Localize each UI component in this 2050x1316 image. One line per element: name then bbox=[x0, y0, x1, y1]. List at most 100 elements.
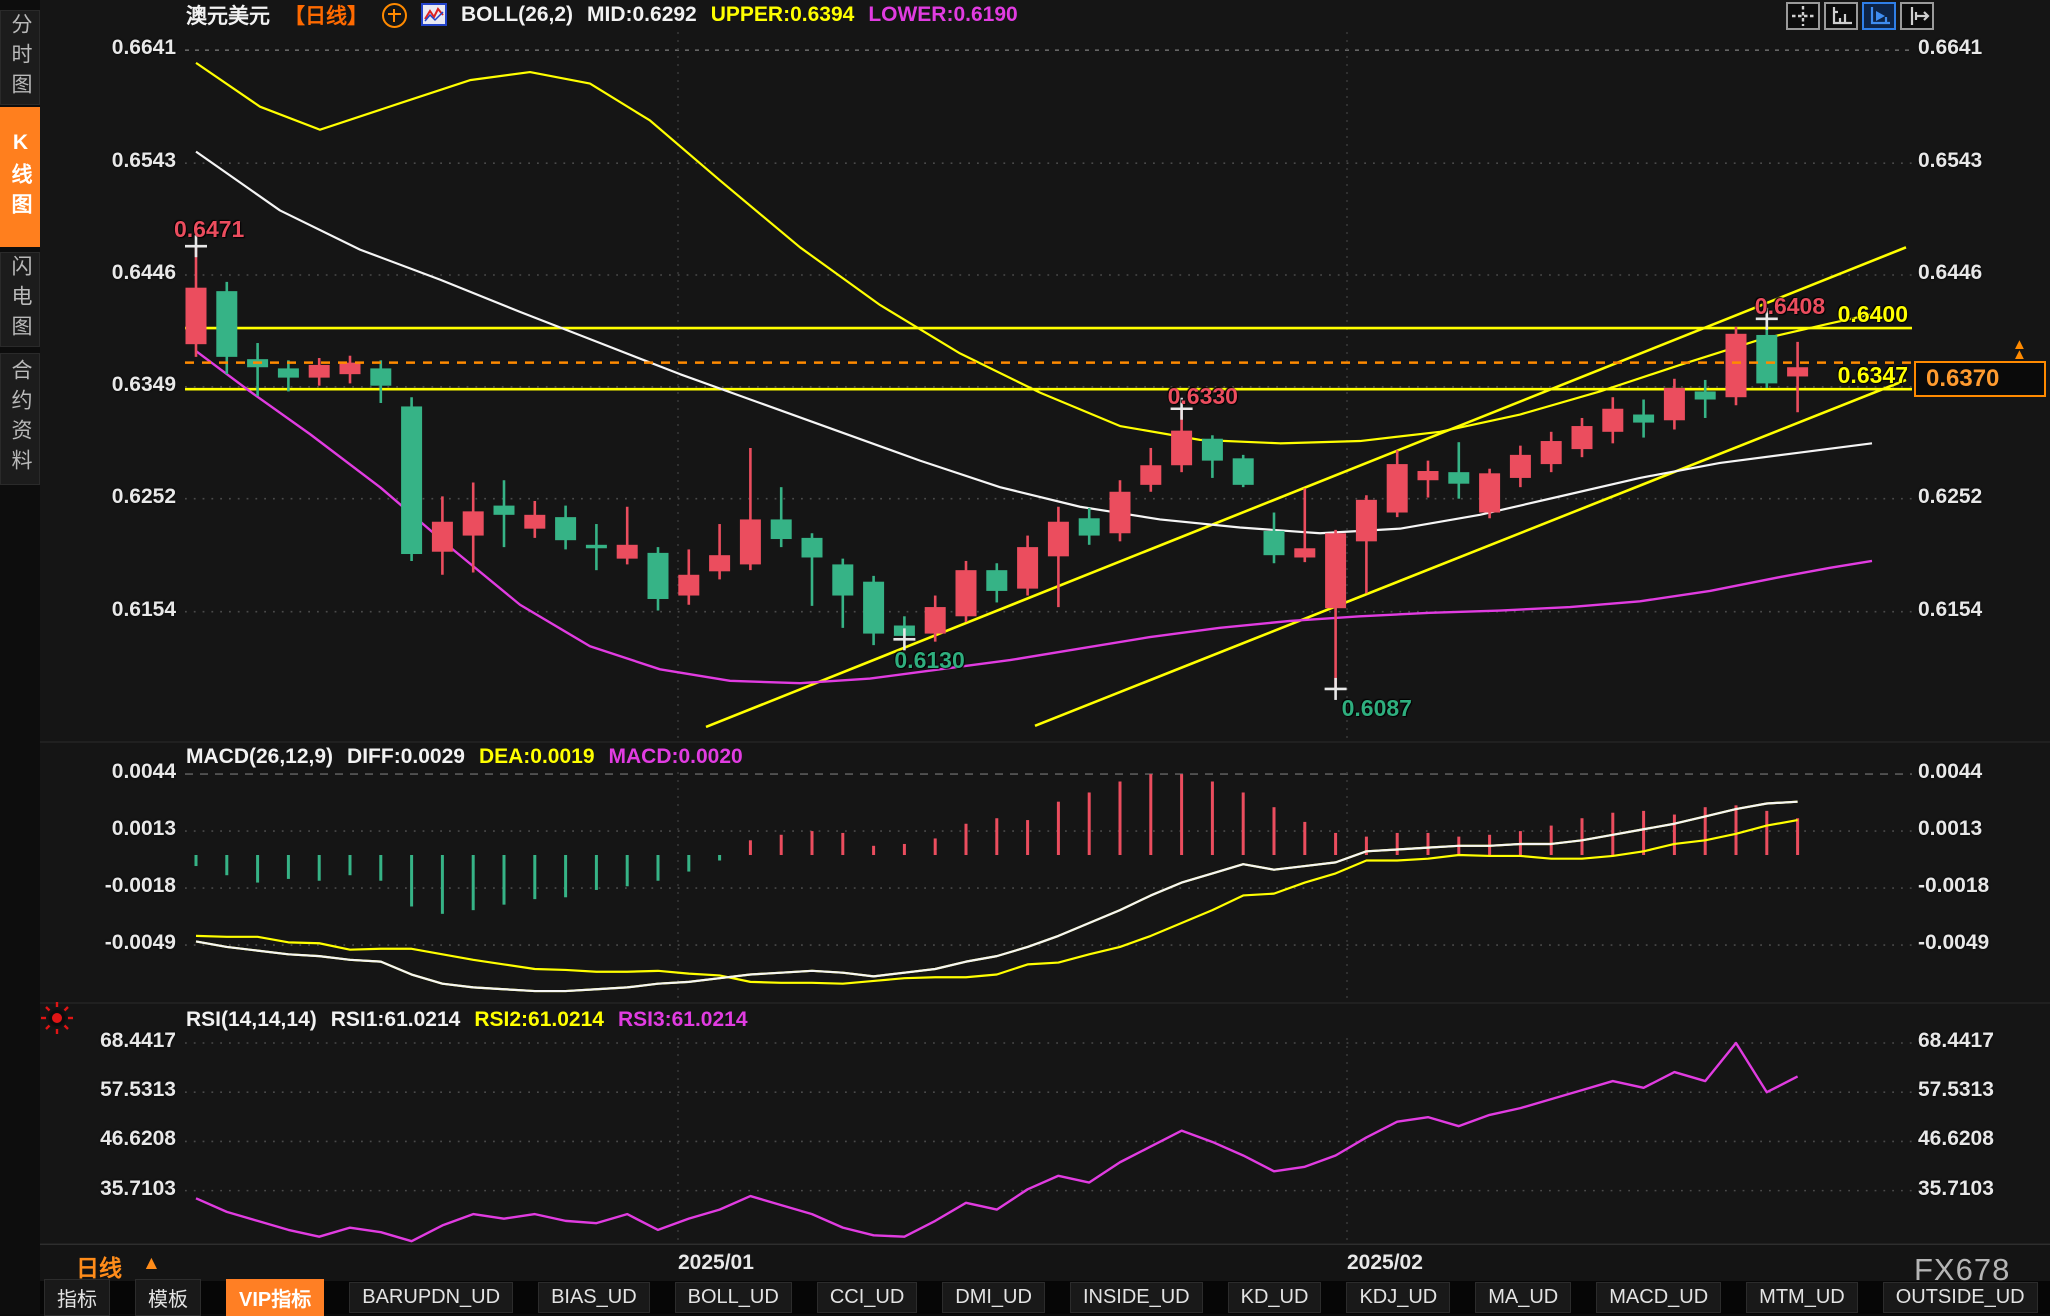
candle bbox=[277, 360, 299, 392]
candle bbox=[1663, 378, 1685, 430]
macd-axis-tick: 0.0044 bbox=[1918, 760, 1983, 784]
period-selector[interactable]: 日线 bbox=[76, 1255, 122, 1281]
tab-bias_ud[interactable]: BIAS_UD bbox=[538, 1282, 650, 1313]
price-axis-tick: 0.6543 bbox=[111, 149, 176, 173]
candle bbox=[1448, 442, 1470, 499]
candle bbox=[308, 358, 330, 386]
candle bbox=[678, 549, 700, 605]
symbol-name: 澳元美元 bbox=[186, 5, 270, 28]
sidebar-item-3[interactable]: 闪电图 bbox=[0, 252, 40, 347]
tab-kdj_ud[interactable]: KDJ_UD bbox=[1346, 1282, 1451, 1313]
price-axis-tick: 0.6154 bbox=[1918, 597, 1983, 621]
candle bbox=[493, 480, 515, 548]
rsi1-value: RSI1:61.0214 bbox=[330, 1008, 461, 1031]
candle bbox=[1479, 468, 1501, 519]
bollinger-bands bbox=[195, 61, 1873, 685]
candle bbox=[1263, 512, 1285, 564]
rsi-axis-tick: 68.4417 bbox=[100, 1029, 176, 1052]
watermark: FX678 bbox=[1914, 1252, 2011, 1287]
tab-cci_ud[interactable]: CCI_UD bbox=[816, 1282, 918, 1313]
tab-mtm_ud[interactable]: MTM_UD bbox=[1746, 1282, 1858, 1313]
candle bbox=[1140, 447, 1162, 492]
rsi-label: RSI(14,14,14) bbox=[186, 1008, 317, 1031]
sidebar: 分时图 K线图闪电图合约资料 bbox=[0, 0, 40, 1314]
candle bbox=[1047, 506, 1069, 608]
candle bbox=[1602, 397, 1624, 444]
macd-axis-tick: -0.0049 bbox=[104, 931, 176, 955]
macd-header: MACD(26,12,9) DIFF:0.0029 DEA:0.0019 MAC… bbox=[186, 742, 743, 772]
macd-axis-tick: 0.0013 bbox=[1918, 817, 1983, 841]
candle bbox=[1109, 480, 1131, 542]
candle bbox=[863, 575, 885, 646]
tab-barupdn_ud[interactable]: BARUPDN_UD bbox=[349, 1282, 514, 1313]
candle bbox=[1355, 495, 1377, 594]
macd-macd-value: MACD:0.0020 bbox=[608, 745, 743, 768]
candle bbox=[709, 524, 731, 580]
price-axis-tick: 0.6446 bbox=[1918, 261, 1983, 284]
candle bbox=[1294, 488, 1316, 563]
macd-axis-tick: 0.0013 bbox=[111, 817, 176, 841]
sidebar-item-1[interactable]: 分时图 bbox=[0, 10, 40, 105]
period-arrow-icon[interactable]: ▲ bbox=[142, 1253, 161, 1274]
tab-kd_ud[interactable]: KD_UD bbox=[1227, 1282, 1322, 1313]
boll-mid-value: MID:0.6292 bbox=[587, 3, 697, 26]
month-label: 2025/02 bbox=[1347, 1251, 1423, 1274]
candlestick-series bbox=[185, 246, 1809, 689]
candle bbox=[431, 496, 453, 575]
macd-axis-tick: -0.0018 bbox=[1918, 874, 1990, 898]
price-axis-tick: 0.6446 bbox=[111, 261, 176, 284]
price-up-arrows-icon: ▲ ▲ bbox=[2012, 336, 2027, 363]
gridlines bbox=[185, 32, 1912, 1242]
tab-inside_ud[interactable]: INSIDE_UD bbox=[1069, 1282, 1203, 1313]
candle bbox=[1694, 379, 1716, 418]
sidebar-item-2[interactable]: K线图 bbox=[0, 107, 40, 247]
candle bbox=[524, 500, 546, 538]
chart-toolbar bbox=[1786, 2, 1934, 30]
candle bbox=[462, 482, 484, 573]
candle bbox=[1787, 341, 1809, 413]
tab-模板[interactable]: 模板 bbox=[135, 1279, 201, 1316]
candle bbox=[1540, 431, 1562, 473]
axis-play-icon-selected[interactable] bbox=[1862, 2, 1896, 30]
boll-label: BOLL(26,2) bbox=[461, 3, 574, 26]
tab-vip指标[interactable]: VIP指标 bbox=[226, 1279, 325, 1316]
kline-settings-icon[interactable] bbox=[421, 3, 447, 27]
main-chart-header: 澳元美元 【日线】 BOLL(26,2) MID:0.6292 UPPER:0.… bbox=[186, 0, 1018, 30]
candle bbox=[739, 447, 761, 571]
rsi-pane bbox=[195, 1041, 1799, 1243]
extreme-price-label: 0.6130 bbox=[894, 647, 965, 674]
candle bbox=[1509, 445, 1531, 488]
candle bbox=[986, 563, 1008, 603]
candle bbox=[585, 524, 607, 571]
candle bbox=[555, 505, 577, 550]
move-crosshair-icon[interactable] bbox=[1786, 2, 1820, 30]
rsi2-value: RSI2:61.0214 bbox=[474, 1008, 604, 1031]
macd-axis-tick: -0.0049 bbox=[1918, 931, 1990, 955]
macd-diff-value: DIFF:0.0029 bbox=[347, 745, 465, 768]
axis-scale-icon[interactable] bbox=[1824, 2, 1858, 30]
axis-shift-icon[interactable] bbox=[1900, 2, 1934, 30]
candle bbox=[832, 558, 854, 628]
boll-upper-value: UPPER:0.6394 bbox=[710, 3, 855, 26]
hline-price-label: 0.6400 bbox=[1837, 301, 1908, 328]
tab-outside_ud[interactable]: OUTSIDE_UD bbox=[1882, 1282, 2038, 1313]
macd-pane bbox=[194, 774, 1800, 993]
alert-icon[interactable] bbox=[40, 1001, 74, 1035]
candle bbox=[1756, 318, 1778, 388]
tab-指标[interactable]: 指标 bbox=[44, 1279, 110, 1316]
price-axis-tick: 0.6252 bbox=[1918, 484, 1983, 508]
candle bbox=[1325, 529, 1347, 689]
candle bbox=[1571, 417, 1593, 458]
price-axis-tick: 0.6154 bbox=[111, 597, 176, 621]
add-indicator-icon[interactable] bbox=[382, 2, 407, 28]
sidebar-item-4[interactable]: 合约资料 bbox=[0, 353, 40, 485]
tab-macd_ud[interactable]: MACD_UD bbox=[1596, 1282, 1722, 1313]
price-axis-tick: 0.6252 bbox=[111, 484, 176, 508]
tab-ma_ud[interactable]: MA_UD bbox=[1475, 1282, 1572, 1313]
price-axis-tick: 0.6349 bbox=[111, 372, 176, 396]
tab-boll_ud[interactable]: BOLL_UD bbox=[674, 1282, 792, 1313]
candle bbox=[370, 360, 392, 403]
tab-dmi_ud[interactable]: DMI_UD bbox=[942, 1282, 1045, 1313]
